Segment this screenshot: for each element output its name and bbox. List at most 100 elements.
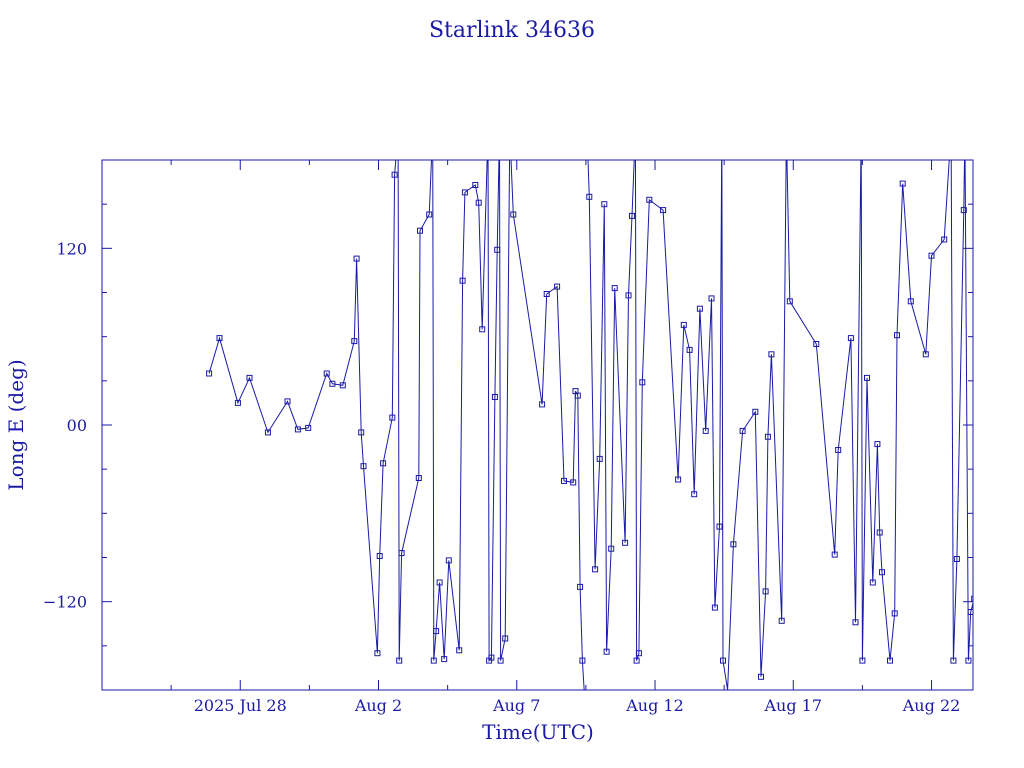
data-point	[922, 351, 929, 358]
data-point	[441, 656, 448, 663]
data-point	[234, 399, 241, 406]
data-point	[953, 556, 960, 562]
data-point	[899, 180, 906, 187]
axis-ticks	[101, 160, 973, 690]
data-point	[859, 657, 866, 664]
data-point	[941, 236, 948, 243]
data-point	[574, 392, 581, 399]
data-point	[433, 628, 440, 635]
data-point	[874, 441, 881, 448]
x-tick-label: Aug 12	[625, 696, 684, 715]
data-point	[720, 657, 726, 664]
data-point	[786, 298, 793, 305]
data-point	[864, 374, 870, 381]
data-point	[592, 566, 599, 573]
data-point	[986, 299, 991, 304]
data-point	[479, 326, 486, 333]
data-point	[981, 222, 986, 227]
data-point	[579, 657, 586, 664]
data-point	[907, 298, 914, 305]
data-point	[635, 650, 642, 657]
data-point	[596, 455, 603, 462]
data-point	[246, 374, 253, 381]
data-point	[730, 541, 737, 548]
chart-title: Starlink 34636	[429, 18, 595, 43]
x-tick-label: Aug 2	[354, 696, 402, 715]
data-point	[570, 479, 577, 486]
data-point	[835, 447, 842, 453]
series-line	[208, 160, 585, 690]
data-point	[436, 579, 443, 586]
data-point	[625, 292, 632, 299]
data-point	[971, 595, 973, 602]
data-point	[577, 583, 584, 590]
data-point	[497, 657, 504, 664]
data-point	[339, 382, 346, 389]
data-point	[358, 429, 365, 436]
data-point	[1013, 658, 1018, 663]
data-point	[360, 463, 367, 470]
x-tick-label: Aug 17	[763, 696, 822, 715]
data-point	[554, 283, 561, 290]
data-point	[561, 477, 567, 484]
data-point	[417, 227, 423, 234]
data-point	[323, 370, 330, 377]
data-point	[813, 341, 820, 347]
data-point	[329, 380, 336, 387]
data-point	[543, 291, 550, 297]
data-point	[633, 657, 640, 664]
data-point	[398, 550, 405, 557]
data-point	[847, 335, 854, 342]
data-point	[472, 182, 479, 188]
data-point	[502, 635, 509, 642]
data-point	[752, 408, 759, 415]
data-point	[353, 255, 360, 262]
data-point	[778, 617, 785, 624]
data-point	[376, 553, 383, 559]
data-point	[758, 673, 764, 680]
data-point	[445, 557, 452, 564]
data-point	[879, 569, 885, 576]
data-point	[950, 657, 957, 664]
data-point	[284, 398, 291, 405]
y-tick-label: 00	[67, 416, 87, 435]
data-point	[586, 193, 593, 200]
data-point	[702, 427, 709, 434]
data-point	[691, 491, 698, 498]
data-point	[380, 460, 387, 467]
data-point	[739, 427, 746, 434]
data-point	[622, 539, 629, 546]
data-point	[396, 657, 403, 664]
series-line	[587, 160, 973, 690]
data-point	[711, 604, 718, 611]
data-point	[891, 610, 898, 617]
data-point	[539, 401, 546, 408]
data-point	[294, 426, 301, 433]
data-point	[1006, 314, 1011, 319]
data-point	[768, 351, 775, 358]
data-point	[639, 379, 646, 386]
data-point	[869, 579, 876, 586]
data-point	[764, 433, 771, 440]
data-point	[960, 207, 967, 214]
data-point	[510, 211, 517, 218]
data-point	[928, 252, 935, 259]
series-track	[206, 160, 1018, 690]
x-tick-label: Aug 22	[902, 696, 961, 715]
y-axis-tick-labels: 120 00 −120	[43, 239, 87, 611]
x-axis-tick-labels: 2025 Jul 28 Aug 2 Aug 7 Aug 12 Aug 17 Aug 22	[194, 696, 961, 715]
x-tick-label: Aug 7	[492, 696, 540, 715]
y-tick-label: −120	[43, 593, 87, 612]
data-point	[887, 657, 893, 664]
data-point	[351, 338, 358, 345]
data-point	[430, 657, 437, 664]
data-point	[216, 335, 223, 342]
x-tick-label: 2025 Jul 28	[194, 696, 287, 715]
data-point	[456, 647, 463, 654]
data-point	[894, 332, 900, 339]
data-point	[974, 314, 979, 319]
data-point	[461, 189, 468, 196]
data-point	[374, 650, 381, 657]
data-point	[629, 212, 635, 219]
